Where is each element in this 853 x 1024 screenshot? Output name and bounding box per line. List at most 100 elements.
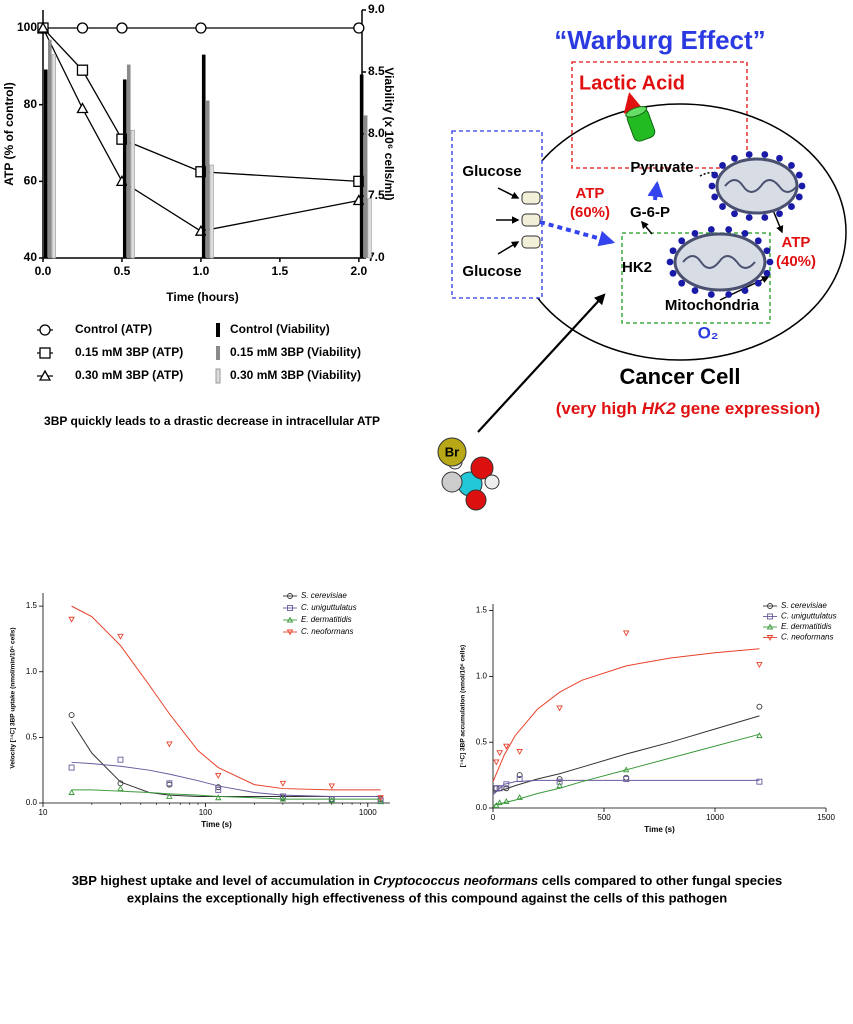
legend-label: C. uniguttulatus (781, 612, 837, 621)
text-part: HK2 (642, 399, 677, 418)
y-tick-label: 100 (17, 20, 37, 34)
marker (328, 783, 336, 790)
marker (756, 778, 763, 785)
hk2-label: HK2 (622, 259, 652, 276)
atp-percent: (40%) (776, 253, 816, 270)
fit-curve (71, 789, 381, 800)
text-part: (very high (556, 399, 642, 418)
y-tick-label: 0.0 (476, 803, 488, 812)
marker (286, 629, 294, 636)
lactate-transporter (625, 106, 656, 142)
legend-label: Control (Viability) (230, 322, 330, 336)
x-tick-label: 1500 (817, 813, 835, 822)
marker (353, 22, 365, 34)
legend-label: 0.15 mM 3BP (ATP) (75, 345, 183, 359)
marker (767, 603, 773, 609)
mito-dot (761, 214, 769, 221)
bar (201, 54, 206, 258)
x-tick-label: 1000 (706, 813, 724, 822)
marker (195, 22, 207, 34)
bromine-label: Br (445, 444, 459, 459)
3bp-molecule: Br (437, 437, 500, 511)
y-axis-label: ATP (% of control) (2, 82, 16, 186)
mito-dot (669, 269, 677, 277)
marker (287, 605, 293, 611)
mito-dot (719, 203, 726, 210)
marker (117, 756, 124, 763)
y2-tick-label: 8.5 (368, 64, 385, 78)
mito-dot (788, 203, 795, 210)
mito-dot (745, 151, 753, 158)
marker (503, 781, 510, 788)
fit-curve (492, 648, 760, 782)
mitochondrion (715, 157, 799, 215)
x-tick-label: 0.5 (114, 264, 131, 278)
legend-swatch (216, 323, 220, 337)
x-tick-label: 2.0 (350, 264, 367, 278)
y2-tick-label: 8.0 (368, 126, 385, 140)
y-tick-label: 40 (24, 250, 38, 264)
glucose-label: Glucose (462, 263, 521, 280)
marker (766, 635, 774, 641)
y-tick-label: 0.0 (26, 798, 38, 807)
marker (36, 21, 50, 33)
warburg-diagram: “Warburg Effect” Lactic Acid Glucose Glu… (437, 25, 847, 511)
y-tick-label: 0.5 (476, 737, 488, 746)
marker (756, 732, 763, 739)
bar (44, 69, 48, 259)
mito-dot (745, 214, 753, 221)
cell-label: Cancer Cell (619, 364, 740, 389)
y-tick-label: 80 (24, 97, 38, 111)
marker (68, 789, 75, 795)
text-part: 3BP highest uptake and level of accumula… (72, 873, 374, 888)
marker (286, 616, 294, 623)
x-tick-label: 1.5 (272, 264, 289, 278)
mito-dot (731, 210, 738, 218)
y2-tick-label: 7.0 (368, 250, 385, 264)
bar (122, 79, 127, 258)
marker (503, 797, 510, 804)
marker (556, 782, 563, 789)
legend-label: 0.30 mM 3BP (Viability) (230, 368, 361, 382)
bar (126, 64, 131, 258)
marker (503, 743, 510, 750)
marker (214, 794, 222, 801)
mito-dot (788, 162, 795, 169)
atp-label: ATP (782, 234, 811, 251)
fit-curve (492, 779, 760, 796)
marker (493, 759, 500, 766)
marker (377, 797, 384, 804)
marker (377, 795, 384, 802)
x-tick-label: 1000 (359, 808, 377, 817)
marker (503, 785, 510, 792)
legend-label: C. uniguttulatus (301, 603, 357, 612)
marker (116, 22, 128, 34)
marker (767, 613, 773, 620)
y-axis-label: [¹⁴C] 3BP accumulation (nmol/10⁶ cells) (460, 645, 467, 767)
mito-dot (691, 230, 699, 237)
mito-dot (691, 287, 699, 294)
marker (166, 793, 173, 799)
series-line (42, 27, 359, 232)
bar (363, 115, 368, 259)
x-axis-label: Time (hours) (166, 290, 238, 304)
mito-dot (725, 226, 733, 233)
marker (556, 705, 563, 712)
marker (516, 772, 523, 779)
legend-label: C. neoformans (301, 627, 353, 636)
mito-dot (711, 193, 719, 201)
mito-dot (678, 279, 686, 287)
x-axis-label: Time (s) (201, 820, 232, 829)
cristae (724, 179, 798, 193)
cristae (682, 255, 756, 269)
mito-dot (725, 291, 733, 298)
y-tick-label: 0.5 (26, 732, 38, 741)
fit-curve (492, 733, 760, 806)
mito-dot (754, 279, 762, 287)
legend-swatch (215, 368, 221, 384)
marker (117, 785, 124, 792)
bottom-caption: explains the exceptionally high effectiv… (127, 890, 727, 905)
legend-label: Control (ATP) (75, 322, 152, 336)
mitochondria-label: Mitochondria (665, 297, 760, 314)
